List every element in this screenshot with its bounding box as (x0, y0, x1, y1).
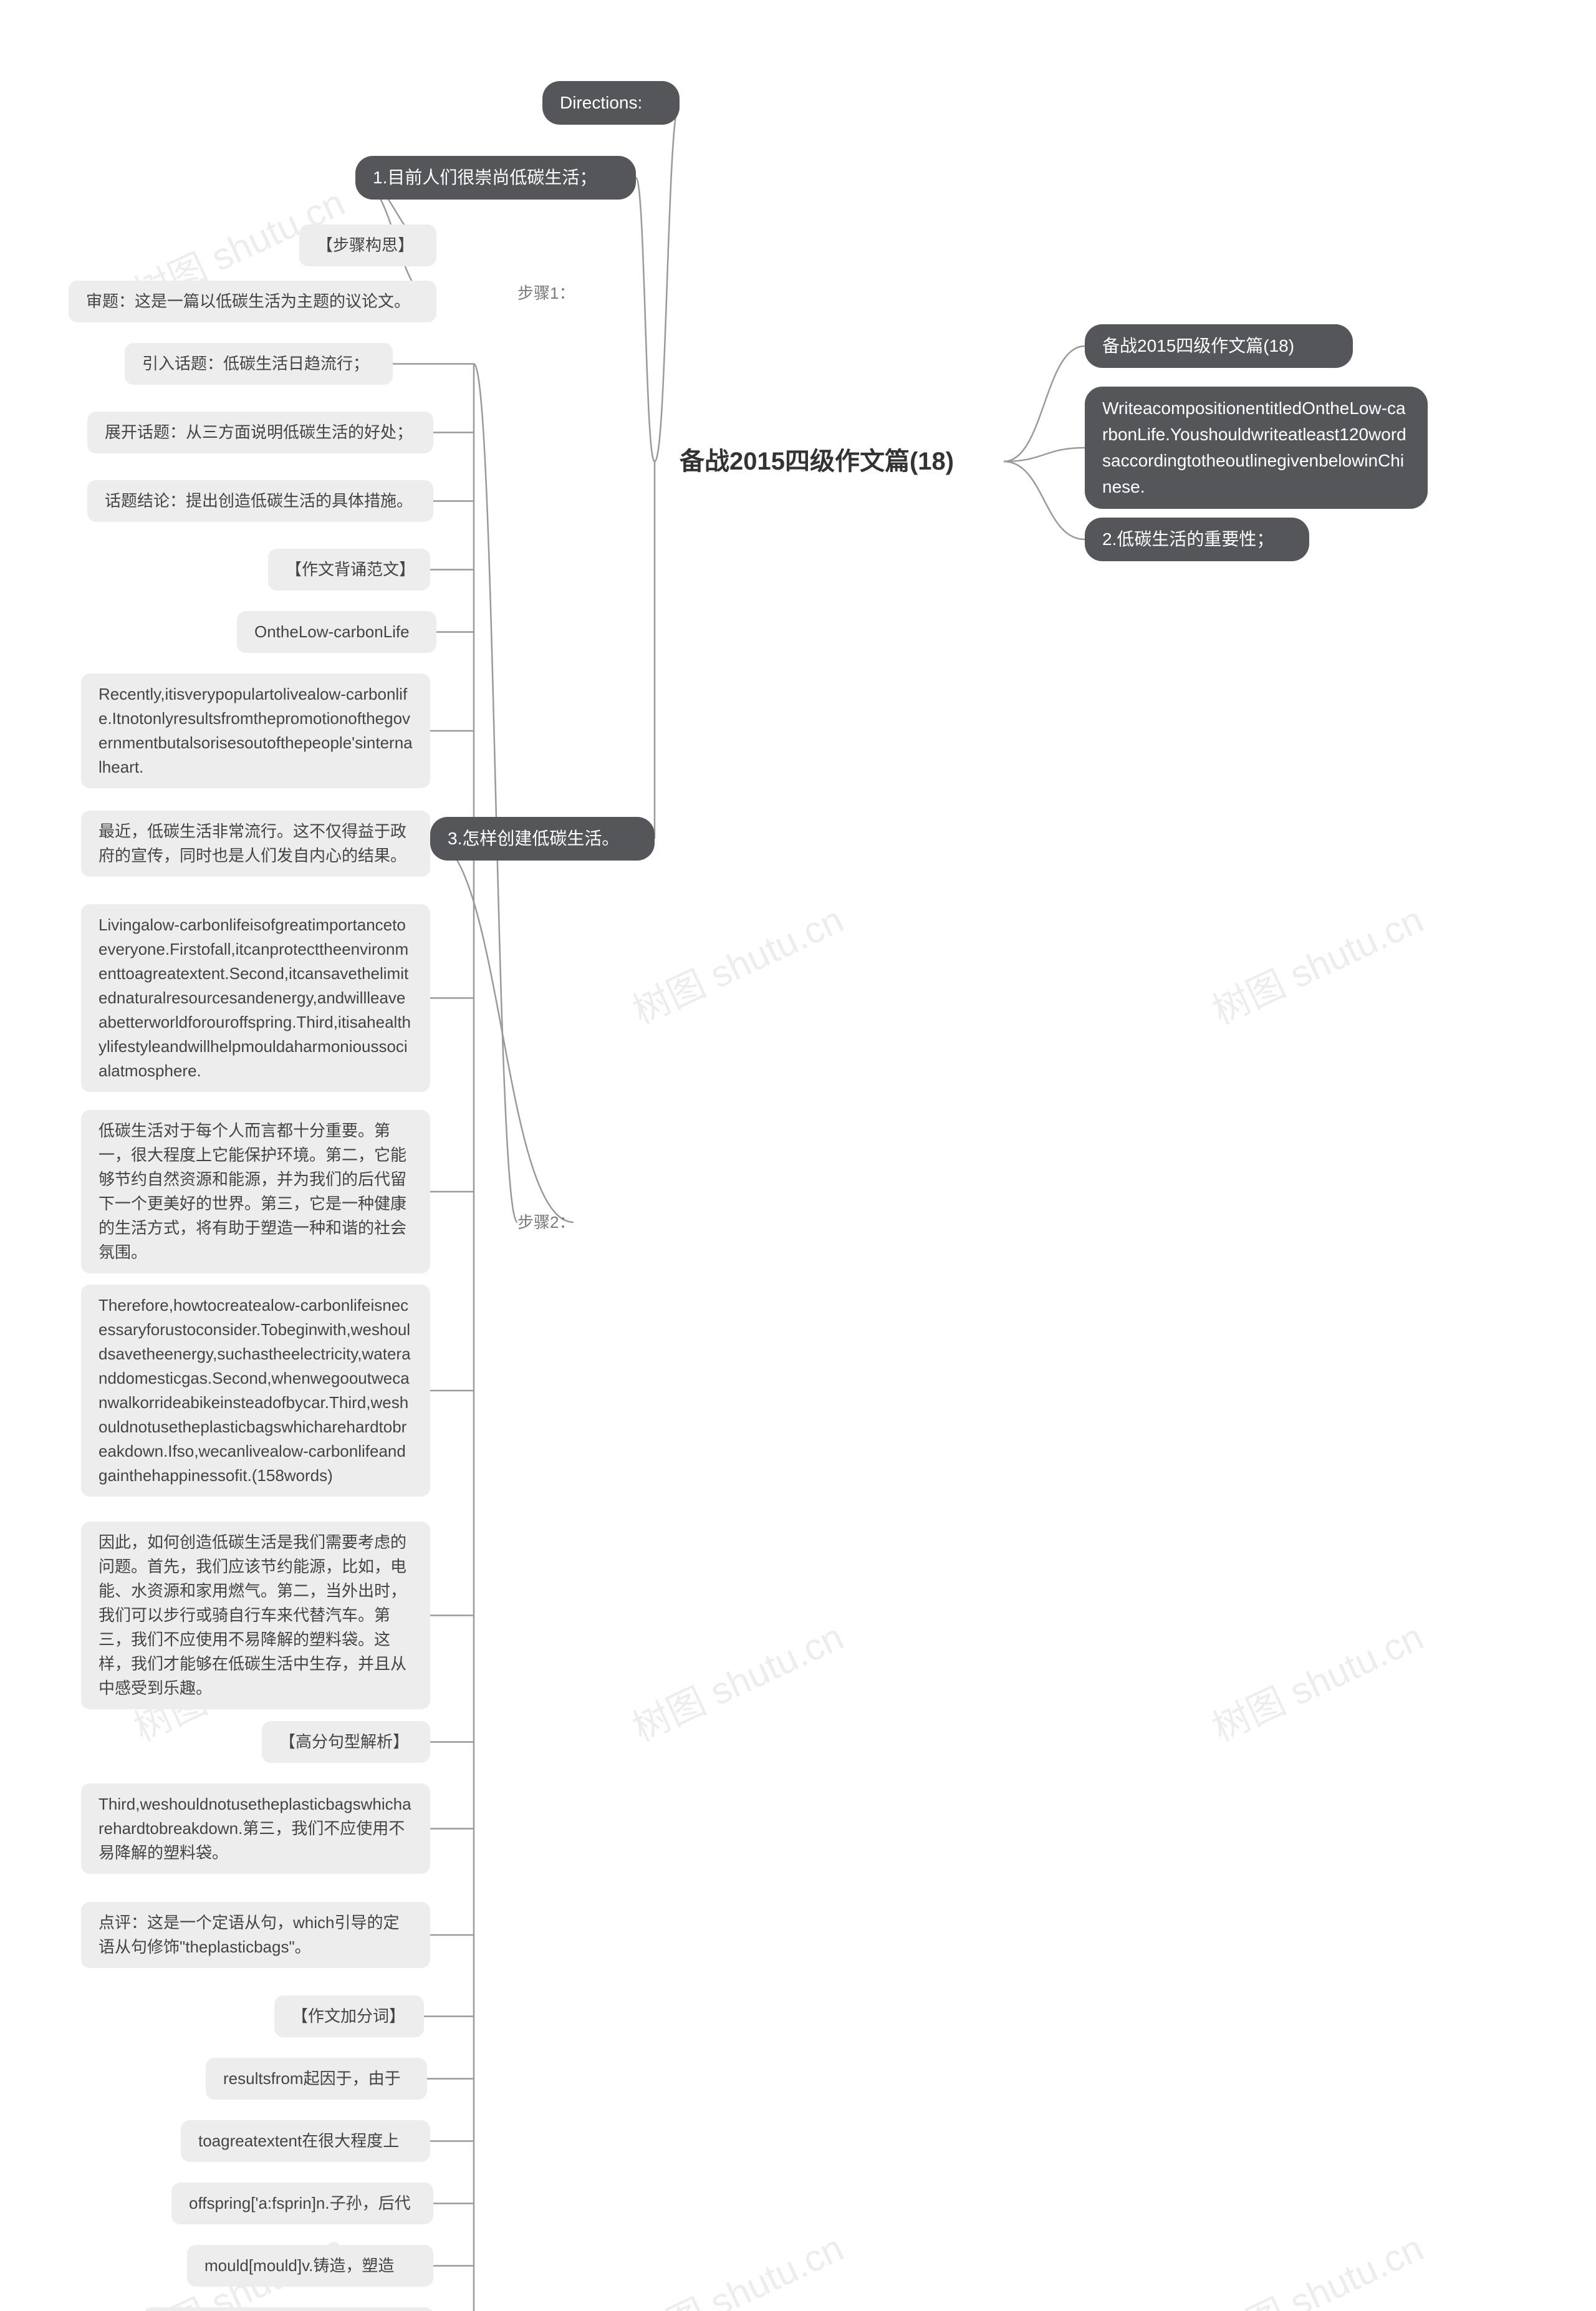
watermark: 树图 shutu.cn (623, 1607, 851, 1752)
node-s1a: 【步骤构思】 (299, 224, 436, 266)
node-n08: Livingalow-carbonlifeisofgreatimportance… (81, 904, 430, 1092)
node-n19: mould[mould]v.铸造，塑造 (187, 2245, 433, 2287)
node-n11: 因此，如何创造低碳生活是我们需要考虑的问题。首先，我们应该节约能源，比如，电能、… (81, 1522, 430, 1709)
node-n17: toagreatextent在很大程度上 (181, 2120, 430, 2162)
node-n18: offspring['a:fsprin]n.子孙，后代 (171, 2183, 433, 2224)
node-n03: 话题结论：提出创造低碳生活的具体措施。 (87, 480, 433, 522)
node-n12: 【高分句型解析】 (262, 1721, 430, 1763)
watermark: 树图 shutu.cn (1203, 2218, 1431, 2311)
node-r1: 备战2015四级作文篇(18) (1085, 324, 1353, 368)
node-r3: 2.低碳生活的重要性； (1085, 518, 1309, 561)
watermark: 树图 shutu.cn (623, 2218, 851, 2311)
node-n07: 最近，低碳生活非常流行。这不仅得益于政府的宣传，同时也是人们发自内心的结果。 (81, 811, 430, 877)
link-label: 步骤2： (517, 1210, 575, 1233)
node-n15: 【作文加分词】 (274, 1995, 424, 2037)
node-n13: Third,weshouldnotusetheplasticbagswhicha… (81, 1783, 430, 1874)
node-n04: 【作文背诵范文】 (268, 549, 430, 591)
node-n20: domesticgas家用燃气，民用煤气 (143, 2307, 433, 2311)
node-n01: 引入话题：低碳生活日趋流行； (125, 343, 393, 385)
node-l_dir: Directions: (542, 81, 680, 125)
link-label: 步骤1： (517, 281, 575, 304)
node-n16: resultsfrom起因于，由于 (206, 2058, 427, 2100)
node-n02: 展开话题：从三方面说明低碳生活的好处； (87, 412, 433, 453)
node-n10: Therefore,howtocreatealow-carbonlifeisne… (81, 1285, 430, 1497)
node-n14: 点评：这是一个定语从句，which引导的定语从句修饰"theplasticbag… (81, 1902, 430, 1968)
node-root: 备战2015四级作文篇(18) (655, 430, 1004, 493)
node-n09: 低碳生活对于每个人而言都十分重要。第一，很大程度上它能保护环境。第二，它能够节约… (81, 1110, 430, 1273)
watermark: 树图 shutu.cn (1203, 1607, 1431, 1752)
node-l_p1: 1.目前人们很崇尚低碳生活； (355, 156, 636, 200)
mindmap-canvas: 树图 shutu.cn 树图 shutu.cn 树图 shutu.cn 树图 shut… (0, 0, 1596, 2311)
node-n06: Recently,itisverypopulartolivealow-carbo… (81, 673, 430, 788)
watermark: 树图 shutu.cn (1203, 890, 1431, 1035)
node-r2: WriteacompositionentitledOntheLow-carbon… (1085, 387, 1428, 509)
node-s1b: 审题：这是一篇以低碳生活为主题的议论文。 (69, 281, 436, 322)
node-n05: OntheLow-carbonLife (237, 611, 436, 653)
node-l_p3: 3.怎样创建低碳生活。 (430, 817, 655, 861)
watermark: 树图 shutu.cn (623, 890, 851, 1035)
